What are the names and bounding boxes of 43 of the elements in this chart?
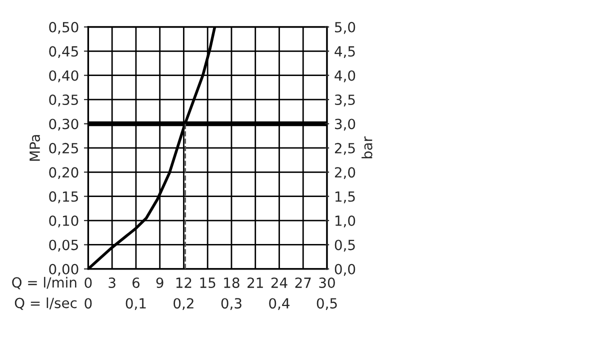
y-tick-label: 0,00 bbox=[49, 264, 78, 276]
x2-tick-label: 0,4 bbox=[269, 298, 290, 310]
x-tick-label: 18 bbox=[224, 278, 240, 288]
y-tick-label: 0,35 bbox=[49, 94, 78, 106]
x-tick-label: 6 bbox=[132, 278, 140, 288]
y2-tick-label: 2,5 bbox=[334, 142, 355, 155]
y-tick-label: 0,20 bbox=[49, 167, 78, 180]
y2-tick-label: 0,5 bbox=[334, 240, 355, 252]
x-tick-label: 21 bbox=[248, 278, 263, 288]
x-axis-title: Q = l/min bbox=[12, 276, 76, 290]
x2-axis-title: Q = l/sec bbox=[14, 297, 77, 310]
y-tick-label: 0,05 bbox=[49, 240, 78, 252]
y2-tick-label: 1,0 bbox=[335, 216, 356, 228]
x-tick-label: 12 bbox=[176, 278, 192, 288]
y2-tick-label: 3,5 bbox=[335, 94, 355, 106]
x-tick-label: 30 bbox=[319, 278, 335, 288]
x2-tick-label: 0 bbox=[84, 298, 92, 309]
y2-tick-label: 4,5 bbox=[334, 46, 355, 58]
x2-tick-label: 0,5 bbox=[316, 298, 337, 310]
y2-tick-label: 2,0 bbox=[334, 167, 356, 180]
x2-tick-label: 0,1 bbox=[126, 298, 146, 310]
x2-tick-label: 0,2 bbox=[174, 298, 194, 310]
y-tick-label: 0,25 bbox=[49, 142, 78, 155]
y2-tick-label: 5,0 bbox=[335, 22, 356, 34]
y-tick-label: 0,15 bbox=[49, 191, 78, 204]
y2-tick-label: 0,0 bbox=[334, 264, 356, 276]
y2-axis-title: bar bbox=[362, 136, 372, 158]
y2-tick-label: 1,5 bbox=[335, 191, 355, 204]
x-tick-label: 0 bbox=[84, 278, 92, 288]
y-tick-label: 0,10 bbox=[49, 216, 78, 228]
y-axis-title: MPa bbox=[30, 135, 40, 161]
y-tick-label: 0,40 bbox=[49, 70, 78, 82]
x-tick-label: 24 bbox=[271, 278, 288, 288]
y-tick-label: 0,50 bbox=[49, 22, 78, 34]
x2-tick-label: 0,3 bbox=[221, 298, 242, 310]
y-tick-label: 0,30 bbox=[49, 118, 78, 131]
x-tick-label: 3 bbox=[108, 278, 116, 288]
y2-tick-label: 4,0 bbox=[334, 70, 356, 82]
x-tick-label: 9 bbox=[156, 278, 164, 288]
x-tick-label: 15 bbox=[200, 278, 216, 288]
x-tick-label: 27 bbox=[295, 278, 311, 288]
y2-tick-label: 3,0 bbox=[335, 118, 356, 131]
y-tick-label: 0,45 bbox=[49, 46, 78, 58]
